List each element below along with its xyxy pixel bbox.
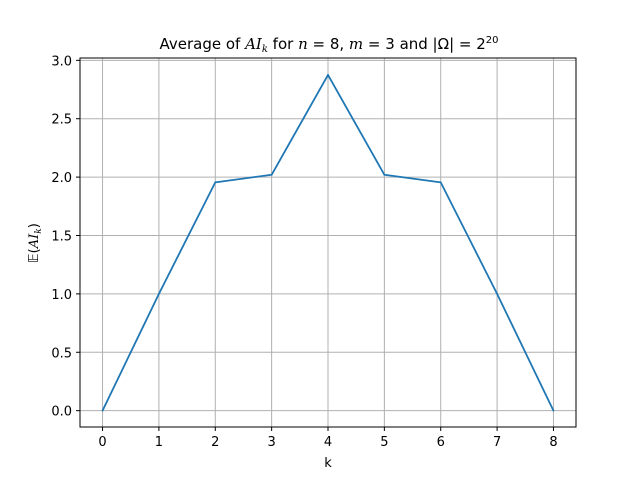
data-point (158, 292, 160, 295)
x-tick-label: 3 (267, 435, 275, 450)
chart-title: Average of AIk for n = 8, m = 3 and |Ω| … (159, 35, 498, 55)
x-tick-label: 7 (493, 435, 501, 450)
y-axis-label: 𝔼(AIk) (27, 223, 44, 263)
y-tick-label: 2.0 (51, 171, 72, 186)
y-tick-label: 1.0 (51, 288, 72, 303)
x-tick-label: 1 (155, 435, 163, 450)
x-tick-label: 0 (98, 435, 106, 450)
y-tick-label: 3.0 (51, 54, 72, 69)
x-tick-label: 5 (380, 435, 388, 450)
x-axis-label: k (324, 456, 332, 471)
y-tick-label: 0.0 (51, 405, 72, 420)
y-tick-label: 0.5 (51, 346, 72, 361)
axis-ticks: 0 1 2 3 4 5 6 7 8 0.0 0.5 1.0 1.5 2.0 2.5 3.0 (51, 54, 557, 450)
data-point (327, 74, 329, 76)
grid (80, 58, 576, 427)
x-tick-label: 6 (437, 435, 445, 450)
data-point (552, 409, 555, 412)
data-point (214, 181, 217, 184)
data-point (496, 292, 498, 295)
data-point (383, 173, 386, 176)
y-tick-label: 1.5 (51, 229, 72, 244)
plot-frame (79, 57, 577, 428)
data-point (101, 409, 104, 412)
data-point (270, 173, 273, 176)
x-tick-label: 2 (211, 435, 219, 450)
x-tick-label: 8 (549, 435, 557, 450)
y-tick-label: 2.5 (51, 113, 72, 128)
series-layer (101, 74, 555, 412)
data-point (439, 181, 442, 184)
x-tick-label: 4 (324, 435, 332, 450)
